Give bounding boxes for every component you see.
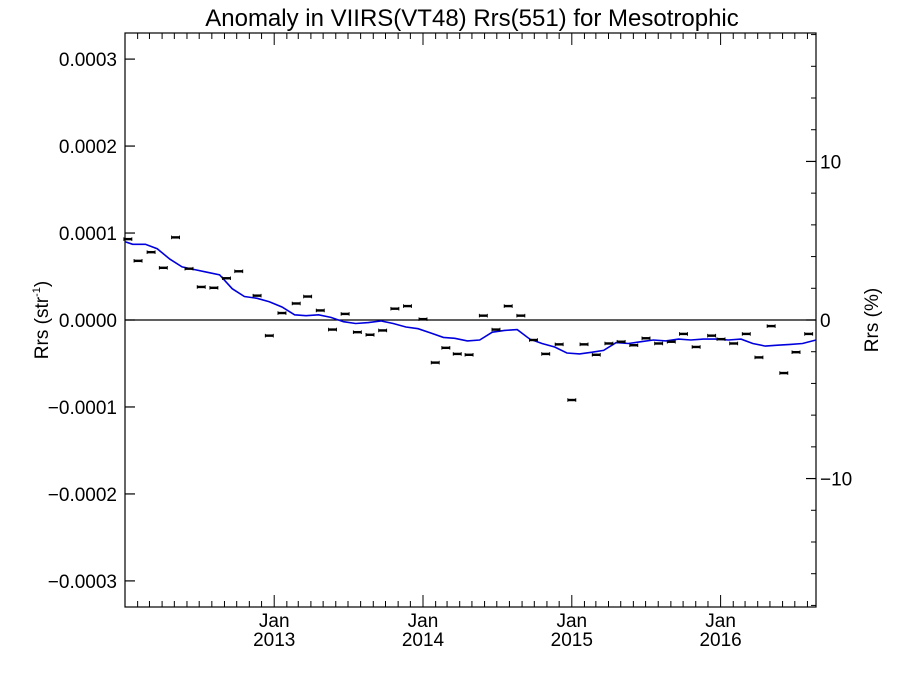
data-point	[579, 342, 589, 347]
data-point	[291, 301, 301, 306]
y-tick-label: 0.0000	[59, 311, 117, 332]
data-point	[315, 308, 325, 313]
data-point	[567, 398, 577, 402]
data-point	[541, 352, 551, 356]
x-tick-month: Jan	[259, 611, 290, 632]
data-point	[123, 237, 133, 241]
y-axis-label-sup: -1	[31, 287, 43, 297]
data-point	[452, 352, 462, 356]
y-tick-label: 0.0002	[59, 137, 117, 158]
data-point	[365, 332, 375, 337]
data-point	[352, 330, 362, 334]
left-axis-ticks: 0.0003 0.0002 0.0001 0.0000 −0.0001 −0.0002 −0…	[48, 50, 135, 593]
data-point	[679, 332, 688, 336]
data-point	[741, 332, 751, 336]
x-tick-year: 2013	[253, 630, 295, 651]
y2-axis-label: Rrs (%)	[862, 288, 883, 352]
data-point	[478, 313, 488, 318]
y-axis-label-close: )	[32, 281, 53, 287]
data-point	[340, 312, 350, 316]
x-tick-year: 2014	[402, 630, 445, 651]
data-point	[591, 352, 601, 357]
x-tick-year: 2015	[551, 630, 593, 651]
data-point	[766, 324, 776, 328]
data-point	[184, 266, 194, 271]
data-point	[464, 352, 474, 357]
y2-tick-label: 0	[820, 311, 831, 332]
chart-title: Anomaly in VIIRS(VT48) Rrs(551) for Meso…	[205, 5, 739, 32]
x-tick-month: Jan	[556, 611, 587, 632]
y2-tick-label: −10	[820, 470, 852, 491]
data-point	[503, 304, 513, 308]
data-point	[666, 339, 676, 344]
trend-line	[124, 240, 817, 355]
data-point	[604, 341, 614, 346]
y-tick-label: 0.0001	[59, 224, 117, 245]
y-tick-label: −0.0002	[48, 485, 117, 506]
y-axis-label-main: Rrs (str	[32, 296, 53, 359]
data-point	[804, 332, 814, 336]
data-point	[252, 293, 262, 298]
data-point	[171, 235, 181, 240]
data-point	[418, 317, 428, 321]
data-point	[554, 342, 564, 347]
data-point	[209, 286, 219, 290]
data-point	[529, 338, 538, 342]
y-tick-label: −0.0003	[48, 572, 117, 593]
y2-tick-label: 10	[820, 152, 841, 173]
data-point	[378, 328, 388, 333]
data-point	[441, 346, 451, 350]
data-point	[779, 371, 789, 375]
data-point	[641, 336, 651, 341]
data-point	[516, 313, 526, 318]
data-point	[403, 304, 412, 308]
data-point	[791, 350, 801, 354]
data-point	[691, 345, 701, 349]
data-point	[222, 276, 231, 281]
data-point	[729, 341, 739, 346]
x-tick-month: Jan	[705, 611, 736, 632]
data-point	[303, 294, 313, 299]
data-point	[629, 343, 639, 348]
data-point	[277, 311, 287, 315]
data-point	[716, 337, 726, 341]
data-point	[491, 327, 501, 332]
data-point	[430, 360, 440, 365]
x-tick-month: Jan	[408, 611, 439, 632]
data-point	[146, 250, 156, 254]
data-point	[133, 259, 143, 263]
data-point	[616, 339, 626, 344]
data-point	[707, 333, 717, 338]
y-axis-label: Rrs (str-1)	[31, 281, 53, 359]
data-point	[390, 306, 400, 311]
data-point	[158, 266, 168, 270]
data-point	[264, 333, 274, 338]
data-point	[196, 285, 206, 289]
data-point	[654, 341, 664, 346]
data-point	[754, 355, 764, 360]
x-tick-year: 2016	[699, 630, 741, 651]
anomaly-points	[123, 235, 814, 402]
y-tick-label: −0.0001	[48, 398, 117, 419]
data-point	[328, 327, 337, 332]
data-point	[234, 269, 244, 274]
y-tick-label: 0.0003	[59, 50, 117, 71]
